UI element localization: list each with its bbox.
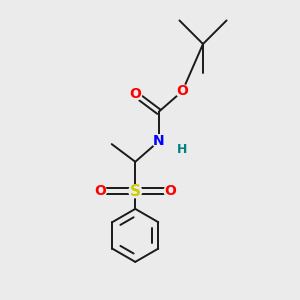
Text: O: O xyxy=(129,87,141,101)
Text: O: O xyxy=(165,184,176,198)
Text: O: O xyxy=(94,184,106,198)
Circle shape xyxy=(164,185,177,198)
Circle shape xyxy=(129,88,142,100)
Text: N: N xyxy=(153,134,165,148)
Text: S: S xyxy=(130,184,141,199)
Circle shape xyxy=(129,185,142,198)
Circle shape xyxy=(152,135,165,148)
Circle shape xyxy=(177,145,188,155)
Circle shape xyxy=(94,185,106,198)
Text: H: H xyxy=(177,143,188,157)
Text: O: O xyxy=(176,84,188,98)
Circle shape xyxy=(176,85,189,98)
